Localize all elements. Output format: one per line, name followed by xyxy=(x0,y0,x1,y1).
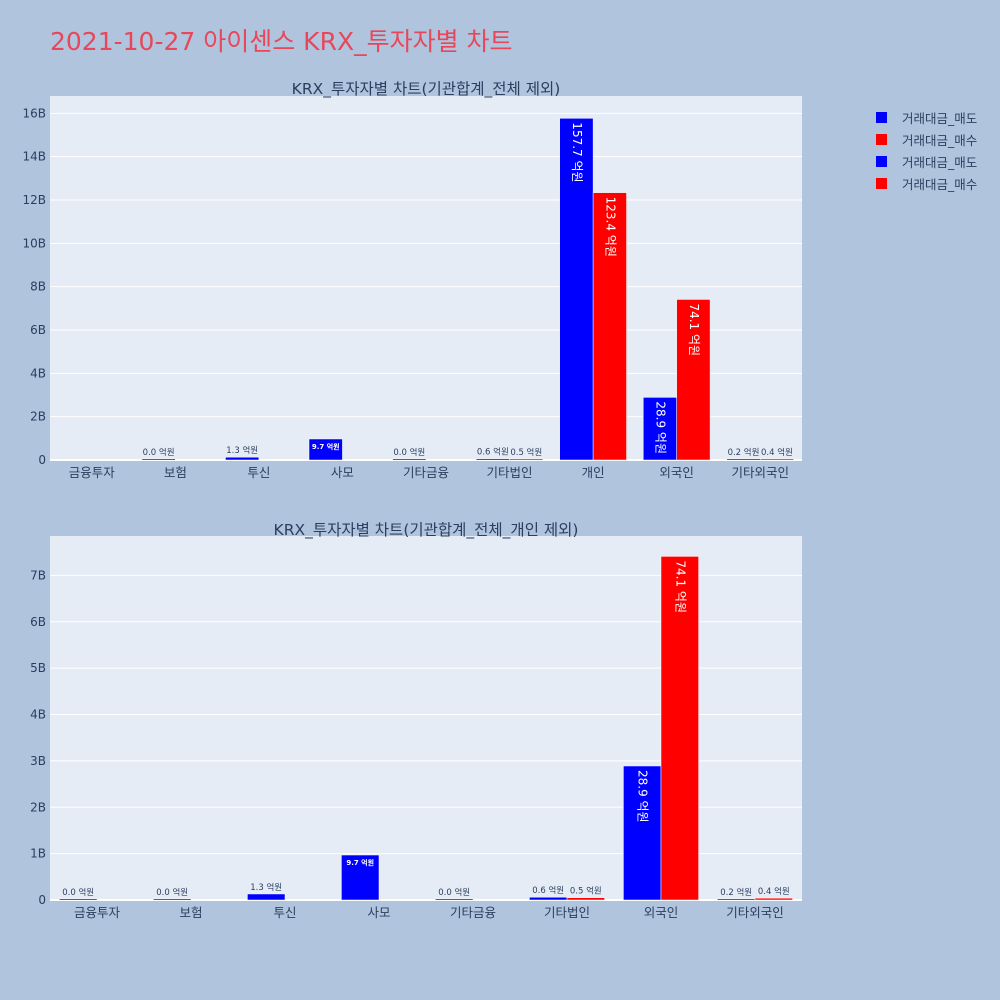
y-tick-label: 16B xyxy=(22,106,46,120)
data-label: 9.7 억원 xyxy=(346,858,374,867)
x-tick-label: 외국인 xyxy=(659,465,694,480)
data-label: 0.5 억원 xyxy=(510,447,542,458)
x-tick-label: 금융투자 xyxy=(74,905,121,920)
x-tick-label: 금융투자 xyxy=(69,465,116,480)
legend-label: 거래대금_매수 xyxy=(902,132,978,148)
legend-label: 거래대금_매도 xyxy=(902,110,978,126)
y-tick-label: 0 xyxy=(38,453,46,467)
y-tick-label: 2B xyxy=(30,410,46,424)
data-label: 0.0 억원 xyxy=(393,447,425,458)
y-tick-label: 4B xyxy=(30,708,46,722)
bar xyxy=(529,896,568,901)
bar xyxy=(392,458,427,461)
bar xyxy=(435,898,474,901)
chart-title: KRX_투자자별 차트(기관합계_전체 제외) xyxy=(292,80,561,99)
data-label: 28.9 억원 xyxy=(636,770,650,823)
bar xyxy=(566,897,605,901)
data-label: 157.7 억원 xyxy=(570,122,584,182)
bar xyxy=(717,898,756,901)
legend-label: 거래대금_매도 xyxy=(902,154,978,170)
x-tick-label: 개인 xyxy=(582,465,605,480)
y-tick-label: 0 xyxy=(38,893,46,907)
bar xyxy=(509,458,544,461)
bar xyxy=(59,898,98,901)
bar xyxy=(153,898,192,901)
y-tick-label: 14B xyxy=(22,150,46,164)
bar xyxy=(247,893,286,901)
bar xyxy=(759,458,794,461)
y-tick-label: 6B xyxy=(30,615,46,629)
legend-item[interactable]: 거래대금_매도 xyxy=(876,106,977,128)
x-tick-label: 사모 xyxy=(331,465,354,480)
y-tick-label: 7B xyxy=(30,568,46,582)
data-label: 0.6 억원 xyxy=(532,885,564,896)
data-label: 0.4 억원 xyxy=(758,886,790,897)
data-label: 0.2 억원 xyxy=(720,887,752,898)
legend[interactable]: 거래대금_매도 거래대금_매수 거래대금_매도 거래대금_매수 xyxy=(876,106,977,194)
bar xyxy=(660,556,699,901)
x-tick-label: 기타금융 xyxy=(403,465,449,480)
data-label: 0.2 억원 xyxy=(728,447,760,458)
y-tick-label: 4B xyxy=(30,366,46,380)
x-tick-label: 투신 xyxy=(273,905,296,920)
page-title: 2021-10-27 아이센스 KRX_투자자별 차트 xyxy=(50,27,513,56)
y-tick-label: 6B xyxy=(30,323,46,337)
data-label: 0.5 억원 xyxy=(570,886,602,897)
legend-item[interactable]: 거래대금_매수 xyxy=(876,172,977,194)
chart-top: 0 2B 4B 6B 8B 10B 12B 14B 16B KRX_투자자별 차트(기관합계_전체… xyxy=(22,80,802,480)
bar xyxy=(225,456,260,461)
bar xyxy=(642,397,677,461)
data-label: 123.4 억원 xyxy=(603,197,617,257)
x-tick-label: 기타외국인 xyxy=(731,465,789,480)
x-tick-label: 기타법인 xyxy=(544,905,590,920)
x-tick-label: 보험 xyxy=(179,905,202,920)
bar xyxy=(754,897,793,901)
y-tick-label: 5B xyxy=(30,661,46,675)
x-tick-label: 보험 xyxy=(164,465,187,480)
data-label: 0.0 억원 xyxy=(62,887,94,898)
data-label: 74.1 억원 xyxy=(687,303,701,356)
legend-swatch xyxy=(876,133,887,145)
x-tick-label: 외국인 xyxy=(644,905,679,920)
bar xyxy=(559,118,594,461)
y-tick-label: 2B xyxy=(30,800,46,814)
bar xyxy=(592,192,627,461)
bar xyxy=(341,854,380,901)
data-label: 0.4 억원 xyxy=(761,447,793,458)
y-tick-label: 8B xyxy=(30,280,46,294)
data-label: 0.0 억원 xyxy=(143,447,175,458)
legend-item[interactable]: 거래대금_매수 xyxy=(876,128,977,150)
data-label: 0.0 억원 xyxy=(438,887,470,898)
bar xyxy=(308,438,343,461)
legend-swatch xyxy=(876,155,887,167)
y-tick-label: 12B xyxy=(22,193,46,207)
data-label: 0.6 억원 xyxy=(477,447,509,458)
y-tick-label: 10B xyxy=(22,236,46,250)
chart-title: KRX_투자자별 차트(기관합계_전체_개인 제외) xyxy=(274,521,579,540)
legend-label: 거래대금_매수 xyxy=(902,176,978,192)
bar xyxy=(623,765,662,901)
x-tick-label: 투신 xyxy=(247,465,270,480)
legend-item[interactable]: 거래대금_매도 xyxy=(876,150,977,172)
data-label: 9.7 억원 xyxy=(312,442,340,451)
y-tick-label: 3B xyxy=(30,754,46,768)
data-label: 1.3 억원 xyxy=(226,445,258,456)
data-label: 1.3 억원 xyxy=(250,882,282,893)
data-label: 0.0 억원 xyxy=(156,887,188,898)
data-label: 28.9 억원 xyxy=(653,401,667,454)
y-tick-label: 1B xyxy=(30,847,46,861)
x-tick-label: 기타금융 xyxy=(450,905,496,920)
x-tick-label: 사모 xyxy=(367,905,390,920)
bar xyxy=(141,458,176,461)
legend-swatch xyxy=(876,177,887,189)
x-tick-label: 기타법인 xyxy=(487,465,533,480)
x-tick-label: 기타외국인 xyxy=(726,905,784,920)
bar xyxy=(676,299,711,461)
legend-swatch xyxy=(876,111,887,123)
data-label: 74.1 억원 xyxy=(673,560,687,613)
